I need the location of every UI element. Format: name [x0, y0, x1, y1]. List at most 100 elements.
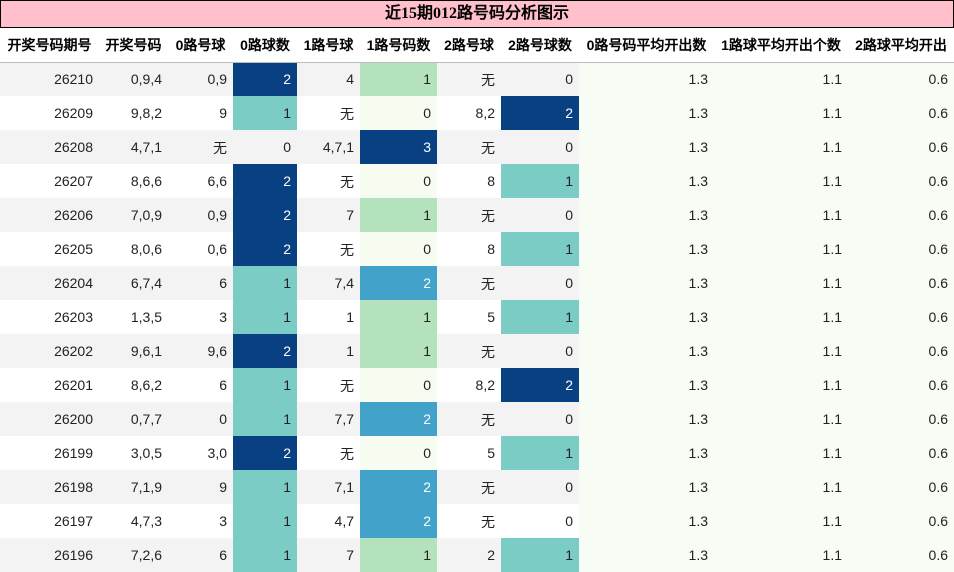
cell-col-draw: 4,7,3 — [99, 504, 168, 538]
cell-col-2lu-count: 0 — [501, 334, 579, 368]
cell-col-0lu-balls: 0,6 — [168, 232, 233, 266]
cell-col-0lu-count: 2 — [233, 334, 297, 368]
cell-col-1lu-count: 3 — [360, 130, 437, 164]
column-header-col-1lu-count: 1路号码数 — [360, 28, 437, 63]
column-header-col-period: 开奖号码期号 — [0, 28, 99, 63]
column-header-col-draw: 开奖号码 — [99, 28, 168, 63]
cell-col-2lu-balls: 5 — [437, 436, 501, 470]
cell-col-draw: 8,6,2 — [99, 368, 168, 402]
cell-col-2lu-balls: 无 — [437, 266, 501, 300]
table-row: 26197 4,7,3 3 1 4,7 2 无 0 1.3 1.1 0.6 — [0, 504, 954, 538]
cell-col-draw: 4,7,1 — [99, 130, 168, 164]
cell-col-1lu-balls: 4,7,1 — [297, 130, 360, 164]
cell-col-period: 26210 — [0, 62, 99, 96]
column-header-col-2lu-balls: 2路号球 — [437, 28, 501, 63]
cell-col-0lu-avg: 1.3 — [579, 504, 714, 538]
cell-col-0lu-avg: 1.3 — [579, 368, 714, 402]
cell-col-2lu-balls: 无 — [437, 334, 501, 368]
cell-col-draw: 0,7,7 — [99, 402, 168, 436]
cell-col-draw: 8,0,6 — [99, 232, 168, 266]
cell-col-2lu-balls: 无 — [437, 62, 501, 96]
cell-col-2lu-avg: 0.6 — [848, 300, 954, 334]
cell-col-0lu-avg: 1.3 — [579, 266, 714, 300]
cell-col-period: 26208 — [0, 130, 99, 164]
cell-col-0lu-avg: 1.3 — [579, 334, 714, 368]
cell-col-2lu-avg: 0.6 — [848, 96, 954, 130]
cell-col-1lu-count: 2 — [360, 266, 437, 300]
cell-col-1lu-avg: 1.1 — [714, 232, 848, 266]
cell-col-2lu-balls: 无 — [437, 470, 501, 504]
cell-col-0lu-avg: 1.3 — [579, 62, 714, 96]
cell-col-2lu-avg: 0.6 — [848, 232, 954, 266]
cell-col-1lu-avg: 1.1 — [714, 402, 848, 436]
cell-col-2lu-count: 0 — [501, 266, 579, 300]
cell-col-0lu-avg: 1.3 — [579, 402, 714, 436]
cell-col-1lu-avg: 1.1 — [714, 436, 848, 470]
cell-col-2lu-balls: 无 — [437, 198, 501, 232]
cell-col-draw: 6,7,4 — [99, 266, 168, 300]
cell-col-0lu-balls: 9 — [168, 470, 233, 504]
table-row: 26196 7,2,6 6 1 7 1 2 1 1.3 1.1 0.6 — [0, 538, 954, 572]
cell-col-0lu-count: 1 — [233, 266, 297, 300]
cell-col-2lu-avg: 0.6 — [848, 266, 954, 300]
cell-col-1lu-count: 0 — [360, 96, 437, 130]
cell-col-1lu-balls: 7,1 — [297, 470, 360, 504]
cell-col-0lu-count: 1 — [233, 402, 297, 436]
cell-col-period: 26204 — [0, 266, 99, 300]
cell-col-2lu-count: 2 — [501, 368, 579, 402]
cell-col-0lu-count: 2 — [233, 198, 297, 232]
cell-col-2lu-count: 0 — [501, 130, 579, 164]
cell-col-2lu-count: 0 — [501, 62, 579, 96]
table-row: 26209 9,8,2 9 1 无 0 8,2 2 1.3 1.1 0.6 — [0, 96, 954, 130]
cell-col-1lu-avg: 1.1 — [714, 368, 848, 402]
cell-col-0lu-avg: 1.3 — [579, 538, 714, 572]
cell-col-1lu-balls: 无 — [297, 164, 360, 198]
cell-col-1lu-count: 1 — [360, 300, 437, 334]
cell-col-1lu-avg: 1.1 — [714, 96, 848, 130]
table-row: 26201 8,6,2 6 1 无 0 8,2 2 1.3 1.1 0.6 — [0, 368, 954, 402]
cell-col-2lu-count: 1 — [501, 232, 579, 266]
cell-col-period: 26205 — [0, 232, 99, 266]
cell-col-period: 26202 — [0, 334, 99, 368]
analysis-table: 开奖号码期号 开奖号码 0路号球 0路球数 1路号球 1路号码数 2路号球 2路号球数 0路号码… — [0, 28, 954, 572]
cell-col-1lu-avg: 1.1 — [714, 130, 848, 164]
cell-col-2lu-balls: 8,2 — [437, 368, 501, 402]
cell-col-0lu-count: 2 — [233, 62, 297, 96]
cell-col-0lu-avg: 1.3 — [579, 198, 714, 232]
cell-col-0lu-avg: 1.3 — [579, 470, 714, 504]
cell-col-2lu-count: 2 — [501, 96, 579, 130]
cell-col-1lu-avg: 1.1 — [714, 300, 848, 334]
cell-col-0lu-balls: 无 — [168, 130, 233, 164]
cell-col-1lu-avg: 1.1 — [714, 198, 848, 232]
cell-col-0lu-count: 1 — [233, 470, 297, 504]
cell-col-0lu-count: 1 — [233, 504, 297, 538]
cell-col-draw: 1,3,5 — [99, 300, 168, 334]
cell-col-1lu-balls: 1 — [297, 334, 360, 368]
cell-col-0lu-count: 1 — [233, 368, 297, 402]
cell-col-2lu-count: 1 — [501, 538, 579, 572]
cell-col-1lu-count: 1 — [360, 538, 437, 572]
cell-col-1lu-balls: 无 — [297, 368, 360, 402]
table-row: 26202 9,6,1 9,6 2 1 1 无 0 1.3 1.1 0.6 — [0, 334, 954, 368]
cell-col-draw: 9,8,2 — [99, 96, 168, 130]
cell-col-1lu-count: 1 — [360, 62, 437, 96]
cell-col-1lu-balls: 4,7 — [297, 504, 360, 538]
cell-col-1lu-count: 2 — [360, 470, 437, 504]
column-header-col-2lu-avg: 2路球平均开出 — [848, 28, 954, 63]
cell-col-1lu-count: 1 — [360, 334, 437, 368]
table-body: 26210 0,9,4 0,9 2 4 1 无 0 1.3 1.1 0.6 26209 9,8,2 9 1 无… — [0, 62, 954, 572]
chart-title: 近15期012路号码分析图示 — [0, 0, 954, 28]
cell-col-draw: 0,9,4 — [99, 62, 168, 96]
cell-col-0lu-balls: 3,0 — [168, 436, 233, 470]
cell-col-2lu-avg: 0.6 — [848, 368, 954, 402]
column-header-col-0lu-avg: 0路号码平均开出数 — [579, 28, 714, 63]
cell-col-period: 26196 — [0, 538, 99, 572]
cell-col-1lu-balls: 无 — [297, 232, 360, 266]
cell-col-period: 26206 — [0, 198, 99, 232]
cell-col-0lu-count: 2 — [233, 436, 297, 470]
cell-col-0lu-avg: 1.3 — [579, 130, 714, 164]
cell-col-2lu-count: 0 — [501, 504, 579, 538]
cell-col-2lu-count: 1 — [501, 436, 579, 470]
cell-col-1lu-balls: 7,7 — [297, 402, 360, 436]
